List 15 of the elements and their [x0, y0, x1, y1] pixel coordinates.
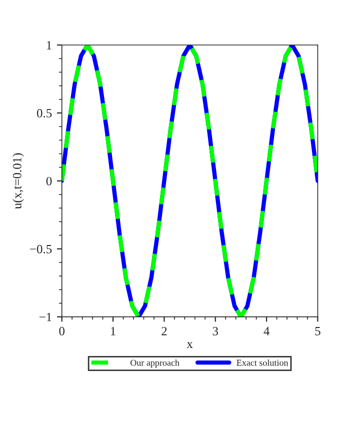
x-tick-label: 3 — [212, 326, 218, 336]
x-axis-title: x — [186, 342, 193, 348]
x-tick-label: 0 — [59, 326, 64, 336]
y-tick-label: −1 — [39, 312, 52, 322]
y-tick-label: 0 — [46, 176, 52, 186]
legend-label: Exact solution — [236, 359, 288, 366]
y-tick-label: 1 — [46, 41, 52, 50]
x-tick-label: 1 — [111, 326, 116, 336]
legend-label: Our approach — [130, 359, 180, 368]
x-tick-label: 5 — [315, 327, 320, 336]
x-tick-label: 4 — [264, 326, 270, 336]
x-tick-label: 2 — [162, 326, 167, 336]
y-axis-title: u(x,t=0.01) — [12, 153, 24, 209]
y-tick-label: 0.5 — [36, 108, 52, 118]
y-tick-label: −0.5 — [30, 244, 52, 254]
